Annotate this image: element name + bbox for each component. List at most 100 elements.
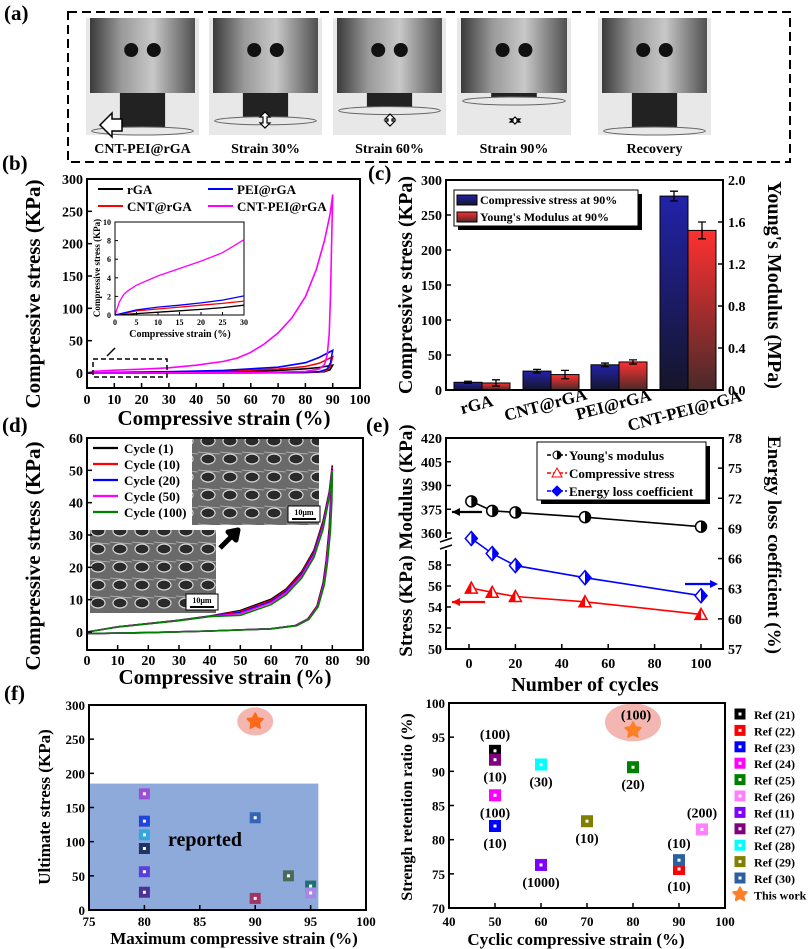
legend-swatch-center: [738, 728, 742, 732]
compression-plate: [90, 18, 195, 93]
scale-bar-label: 10μm: [294, 508, 314, 517]
cycle-count-label: (1000): [522, 876, 560, 891]
y-tick-label: 200: [66, 766, 86, 781]
y-axis-label: Compressive stress (KPa): [21, 441, 45, 670]
x-tick-label: 95: [304, 914, 318, 929]
arrow-icon: [218, 527, 241, 550]
scatter-point-center: [253, 816, 257, 820]
diamond-marker-fill: [492, 546, 499, 561]
y-axis-label: Compressive stress (KPa): [395, 176, 417, 394]
error-bar: [464, 380, 472, 384]
y-tick-label: 100: [421, 314, 442, 329]
cycle-count-label: (10): [575, 832, 599, 847]
panel-label-a: (a): [4, 1, 29, 25]
x-tick-label: 10: [111, 654, 125, 669]
y2-tick-label: 0.0: [728, 384, 746, 399]
legend-label: Ref (26): [754, 790, 795, 804]
x-tick-label: 80: [138, 914, 151, 929]
y-tick-label: 250: [62, 205, 83, 220]
y2-axis-label: Young's Modulus (MPa): [763, 181, 785, 389]
y-tick-label: 56: [428, 580, 442, 595]
x-tick-label: 60: [601, 657, 615, 672]
scatter-point-center: [142, 890, 146, 894]
x-tick-label: 0: [466, 657, 473, 672]
legend-label: Cycle (10): [124, 457, 180, 472]
y2-tick-label: 57: [728, 643, 742, 658]
x-tick-label: 30: [162, 393, 176, 408]
photo-1: [209, 18, 322, 135]
double-arrow-icon: [258, 111, 272, 129]
y2-tick-label: 69: [728, 522, 742, 537]
legend-swatch-center: [738, 827, 742, 831]
legend-label: Cycle (50): [124, 489, 180, 504]
legend-swatch-center: [738, 745, 742, 749]
x-tick-label: 30: [172, 654, 186, 669]
x-tick-label: 75: [83, 914, 97, 929]
photo-caption: Strain 60%: [355, 142, 424, 157]
x-tick-label: 60: [264, 654, 278, 669]
y-axis-label: Strengh retention ratio (%): [399, 713, 416, 900]
y-tick-label: 405: [421, 456, 442, 471]
plate-hole: [393, 43, 408, 57]
legend-box: [453, 189, 639, 227]
arrow-icon: [98, 111, 123, 139]
scatter-point-center: [142, 819, 146, 823]
y-tick-label: 150: [62, 270, 83, 285]
legend-label: Compressive stress at 90%: [480, 193, 617, 207]
plate-hole: [518, 43, 533, 57]
x-tick-label: 80: [298, 393, 312, 408]
y-tick-label: 250: [66, 732, 86, 747]
legend-label: CNT-PEI@rGA: [237, 199, 327, 214]
cycle-count-label: (10): [483, 771, 507, 786]
plot-d-frame: [86, 437, 364, 651]
half-circle-marker-fill: [701, 521, 707, 533]
aerogel-sample: [119, 93, 166, 127]
diamond-marker-fill: [585, 570, 591, 585]
legend-label: PEI@rGA: [237, 182, 297, 197]
x-tick-label: 80: [627, 914, 640, 929]
base-plate: [462, 96, 566, 106]
y-tick-label: 300: [421, 174, 442, 189]
scatter-point-center: [142, 870, 146, 874]
panel-label-b: (b): [2, 151, 28, 175]
plate-hole: [636, 43, 651, 57]
x-tick-label: 70: [295, 654, 309, 669]
cycle-count-label: (20): [621, 778, 645, 793]
y-tick-label: 60: [69, 432, 83, 447]
legend-swatch-center: [738, 778, 742, 782]
legend-swatch-center: [738, 794, 742, 798]
cycle-count-label: (10): [667, 837, 691, 852]
panel-label-d: (d): [2, 413, 28, 437]
reported-region-label: reported: [168, 829, 242, 851]
scatter-point-center: [309, 891, 313, 895]
x-tick-label: 20: [135, 393, 149, 408]
inset-y-tick-label: 4: [107, 274, 111, 283]
legend-swatch-center: [738, 712, 742, 716]
legend-swatch-center: [738, 876, 742, 880]
error-bar: [561, 369, 569, 380]
x-tick-label: 100: [350, 393, 371, 408]
y-tick-label: 100: [426, 696, 446, 711]
error-bar: [629, 359, 637, 365]
scatter-point-Ref27-center: [493, 758, 497, 762]
error-bar: [698, 221, 706, 240]
scatter-point-center: [286, 874, 290, 878]
inset-x-tick-label: 5: [135, 318, 139, 327]
scatter-point-center: [142, 847, 146, 850]
y2-tick-label: 63: [728, 583, 742, 598]
y2-tick-label: 0.4: [728, 342, 746, 357]
half-circle-marker-fill: [515, 506, 521, 518]
triangle-marker-fill: [579, 595, 585, 607]
legend-label: Ref (29): [754, 856, 795, 870]
plate-hole: [124, 43, 139, 57]
bar-compressive-stress: [590, 364, 620, 391]
legend-swatch: [456, 194, 478, 206]
scale-bar-label: 10μm: [192, 596, 212, 605]
scatter-point-center: [142, 792, 146, 796]
x-axis-label: Cyclic compressive strain (%): [467, 930, 684, 949]
x-tick-label: 70: [271, 393, 285, 408]
legend-label: Compressive stress: [569, 466, 674, 481]
scatter-point-Ref28-center: [539, 763, 543, 766]
diamond-marker-fill: [515, 558, 522, 573]
y-tick-label: 390: [421, 480, 442, 495]
